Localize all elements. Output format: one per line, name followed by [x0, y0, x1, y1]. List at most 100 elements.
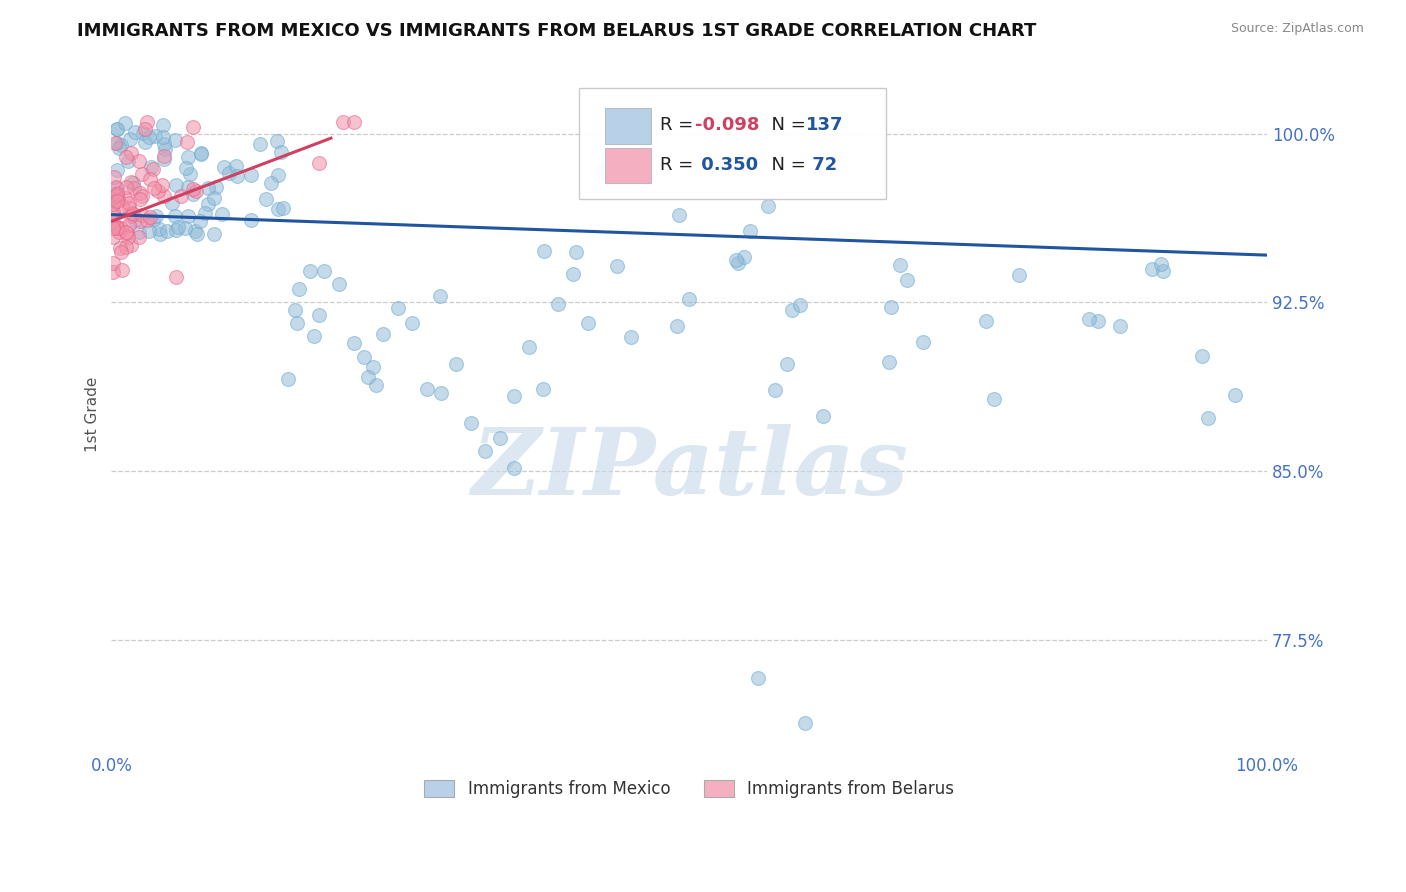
Point [565, 245, 588, 260]
Point [120, 146, 142, 161]
Point [724, 253, 747, 268]
Point [139, 211, 162, 225]
Point [118, 195, 141, 210]
FancyBboxPatch shape [605, 109, 651, 144]
Point [181, 182, 204, 196]
Point [128, 192, 150, 206]
Point [202, 191, 225, 205]
Point [105, 189, 128, 203]
Point [101, 218, 124, 232]
Text: Source: ZipAtlas.com: Source: ZipAtlas.com [1230, 22, 1364, 36]
Point [115, 240, 138, 254]
Point [371, 326, 394, 341]
Point [517, 340, 540, 354]
Point [179, 167, 201, 181]
Point [153, 189, 176, 203]
Point [271, 201, 294, 215]
Point [896, 273, 918, 287]
Text: R =: R = [661, 156, 699, 174]
Point [111, 263, 134, 277]
Point [1197, 411, 1219, 425]
Point [249, 136, 271, 151]
Point [105, 180, 128, 194]
Point [1108, 318, 1130, 333]
Y-axis label: 1st Grade: 1st Grade [86, 377, 100, 452]
Point [101, 214, 124, 228]
Point [288, 282, 311, 296]
Point [225, 159, 247, 173]
Point [128, 225, 150, 239]
Point [163, 133, 186, 147]
Point [502, 389, 524, 403]
Point [1007, 268, 1029, 282]
Point [141, 161, 163, 175]
Point [877, 355, 900, 369]
Point [763, 383, 786, 397]
Point [561, 267, 583, 281]
Point [134, 135, 156, 149]
Text: R =: R = [661, 116, 699, 135]
Point [606, 259, 628, 273]
Point [146, 184, 169, 198]
Point [118, 131, 141, 145]
Point [239, 212, 262, 227]
Point [118, 201, 141, 215]
Point [328, 277, 350, 291]
Point [266, 168, 288, 182]
Text: N =: N = [759, 156, 811, 174]
Point [105, 186, 128, 201]
Point [668, 208, 690, 222]
Point [197, 181, 219, 195]
Point [142, 213, 165, 227]
Point [105, 122, 128, 136]
Point [1078, 312, 1101, 326]
Point [115, 227, 138, 241]
Point [121, 206, 143, 220]
Point [160, 196, 183, 211]
Point [357, 369, 380, 384]
Point [620, 330, 643, 344]
Point [211, 207, 233, 221]
Point [976, 314, 998, 328]
Point [429, 288, 451, 302]
Point [298, 263, 321, 277]
Point [101, 203, 124, 218]
Point [740, 224, 762, 238]
Point [167, 219, 190, 234]
Point [122, 176, 145, 190]
Point [101, 256, 124, 270]
Point [142, 180, 165, 194]
Point [117, 230, 139, 244]
Text: N =: N = [759, 116, 811, 135]
FancyBboxPatch shape [579, 87, 886, 199]
Point [547, 297, 569, 311]
Point [131, 208, 153, 222]
Point [254, 192, 277, 206]
Point [474, 444, 496, 458]
Point [747, 671, 769, 685]
Point [190, 147, 212, 161]
Point [177, 209, 200, 223]
Point [665, 318, 688, 333]
Point [124, 181, 146, 195]
Point [101, 265, 124, 279]
Point [912, 334, 935, 349]
Point [104, 136, 127, 151]
Point [793, 715, 815, 730]
Point [308, 309, 330, 323]
Point [135, 213, 157, 227]
Point [880, 300, 903, 314]
Point [124, 125, 146, 139]
Point [174, 220, 197, 235]
Point [107, 225, 129, 239]
Point [148, 221, 170, 235]
Point [756, 199, 779, 213]
Point [353, 350, 375, 364]
Point [139, 172, 162, 186]
Point [105, 122, 128, 136]
Point [143, 129, 166, 144]
Point [591, 165, 613, 179]
Point [460, 416, 482, 430]
Point [114, 116, 136, 130]
Point [128, 186, 150, 201]
